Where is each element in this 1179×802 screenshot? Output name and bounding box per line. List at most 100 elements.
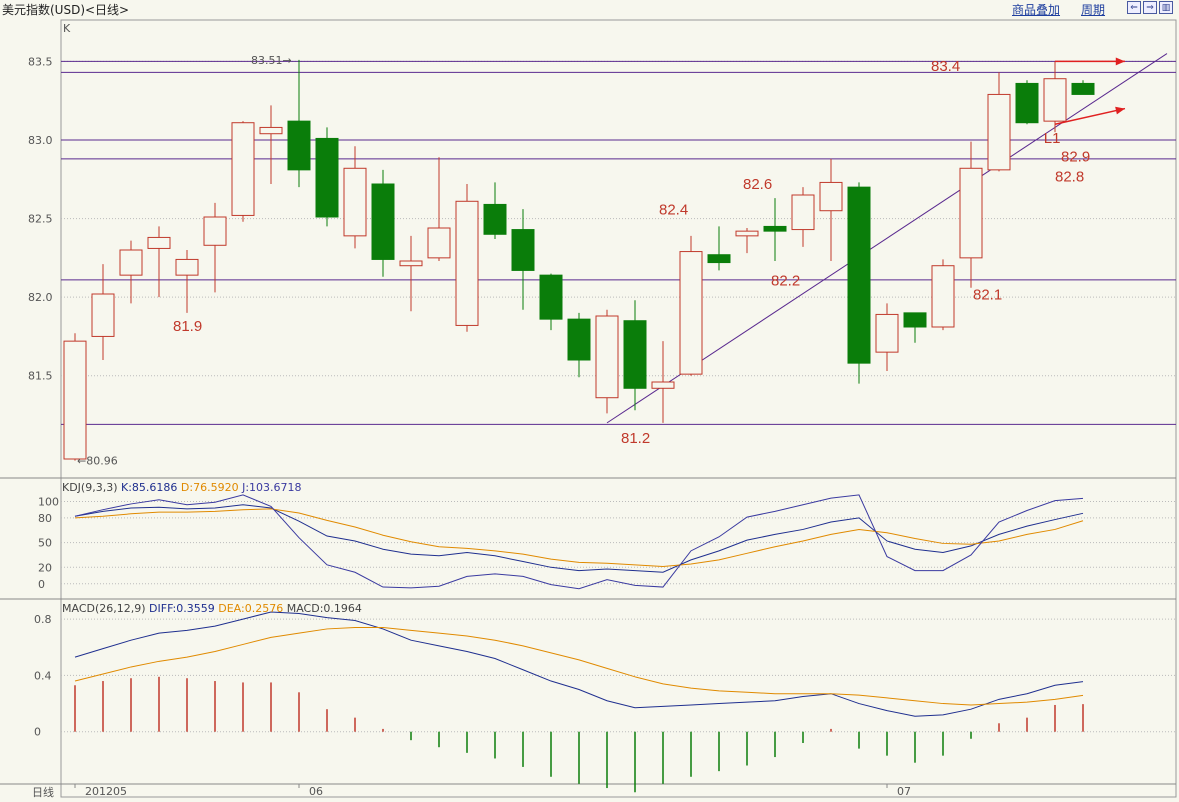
candle-body (287, 120, 311, 171)
candle (63, 333, 87, 461)
candle (1071, 80, 1095, 95)
candle (203, 202, 227, 293)
y-tick-label: 83.0 (28, 134, 53, 147)
candle-body (651, 381, 675, 389)
y-tick-label: 0 (38, 578, 45, 591)
candlestick-panel: K 81.5 82.0 82.5 83.0 83.5 L1 83.51→ ←80.96 81.9 8… (28, 22, 1176, 468)
candle (427, 157, 451, 261)
y-tick-label: 0.8 (34, 613, 52, 626)
price-annotation: 83.4 (931, 58, 960, 75)
low-marker: ←80.96 (77, 455, 118, 468)
x-tick-label: 201205 (85, 785, 127, 798)
price-annotation: 81.9 (173, 318, 202, 335)
macd-panel: 0 0.4 0.8 MACD(26,12,9) DIFF:0.3559 DEA:0.2… (34, 602, 1176, 793)
target-arrow (1054, 107, 1126, 126)
candle-body (875, 313, 899, 353)
candle-body (819, 181, 843, 212)
candle (987, 72, 1011, 172)
candle (651, 341, 675, 423)
x-axis: 日线 201205 06 07 (32, 784, 911, 799)
candle (707, 226, 731, 271)
candle (931, 259, 955, 331)
x-tick-label: 06 (309, 785, 323, 798)
x-tick-label: 07 (897, 785, 911, 798)
price-annotation: 82.8 (1055, 168, 1084, 185)
overlay-commodity-link[interactable]: 商品叠加 (1012, 3, 1061, 17)
y-tick-label: 0.4 (34, 669, 52, 682)
plot-border (60, 19, 1177, 798)
candle (147, 226, 171, 298)
candle-body (791, 194, 815, 231)
candle-body (903, 312, 927, 328)
macd-legend: MACD(26,12,9) DIFF:0.3559 DEA:0.2576 MAC… (62, 602, 362, 615)
macd-line-dea (74, 627, 1084, 706)
candle-body (987, 93, 1011, 171)
candle-body (623, 320, 647, 389)
candle-body (1071, 82, 1095, 95)
candle (959, 141, 983, 288)
candle (287, 59, 311, 188)
panel-title: K (63, 22, 71, 35)
price-annotation: 82.4 (659, 201, 688, 218)
candle-body (175, 258, 199, 276)
candle-body (959, 167, 983, 259)
chart-header: 美元指数(USD)<日线> 商品叠加 周期 ⇐ ⇒ ▥ (0, 0, 1179, 18)
candle (119, 240, 143, 304)
candle-body (455, 200, 479, 326)
candle (539, 273, 563, 331)
y-tick-label: 80 (38, 512, 52, 525)
price-annotation: 82.2 (771, 273, 800, 290)
candle (847, 182, 871, 384)
high-marker: 83.51→ (251, 54, 292, 67)
candle-body (203, 216, 227, 246)
y-tick-label: 50 (38, 537, 52, 550)
candle-body (231, 122, 255, 216)
candle-body (371, 183, 395, 260)
candle-body (343, 167, 367, 237)
period-link[interactable]: 周期 (1081, 3, 1106, 17)
arrow-head (1115, 106, 1125, 115)
candle (455, 184, 479, 332)
macd-line-diff (74, 611, 1084, 717)
candle-body (735, 230, 759, 237)
y-tick-label: 81.5 (28, 370, 53, 383)
candle-body (1015, 82, 1039, 124)
candle (175, 250, 199, 313)
candle (259, 105, 283, 184)
candle-body (539, 274, 563, 320)
y-tick-label: 100 (38, 495, 59, 508)
candle (511, 209, 535, 310)
kdj-line-d (74, 508, 1084, 567)
price-annotation: 82.6 (743, 176, 772, 193)
price-annotation: 82.1 (973, 286, 1002, 303)
candle-body (147, 236, 171, 249)
candle (623, 300, 647, 411)
scroll-left-icon[interactable]: ⇐ (1127, 1, 1141, 14)
y-tick-label: 0 (34, 726, 41, 739)
candle (1043, 61, 1067, 133)
candle-body (567, 318, 591, 361)
candle-body (483, 203, 507, 235)
candle (343, 146, 367, 249)
y-tick-label: 82.0 (28, 291, 53, 304)
candle (1015, 80, 1039, 125)
price-annotation: 82.9 (1061, 149, 1090, 166)
period-label: 日线 (32, 785, 54, 799)
scroll-right-icon[interactable]: ⇒ (1143, 1, 1157, 14)
arrow-head (1115, 57, 1125, 66)
candle (875, 303, 899, 371)
chart-title: 美元指数(USD)<日线> (2, 3, 130, 17)
y-tick-label: 83.5 (28, 55, 53, 68)
candle (763, 198, 787, 261)
candle (819, 158, 843, 261)
candle (735, 228, 759, 254)
candle (791, 187, 815, 247)
candle (315, 127, 339, 227)
candle-body (763, 225, 787, 232)
layout-icon[interactable]: ▥ (1159, 1, 1173, 14)
candle-body (119, 249, 143, 276)
candle-body (1043, 78, 1067, 122)
candle (371, 169, 395, 277)
